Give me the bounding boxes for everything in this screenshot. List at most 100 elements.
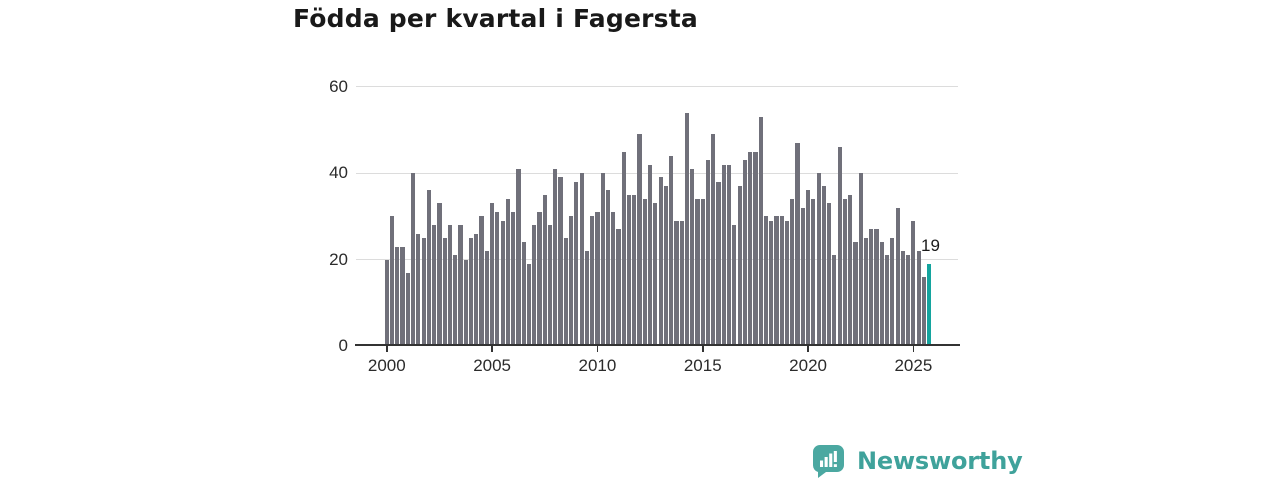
bar: [511, 212, 516, 346]
bar: [453, 255, 458, 346]
bar: [758, 116, 763, 346]
bar: [800, 207, 805, 346]
bar: [632, 194, 637, 346]
bar: [468, 237, 474, 346]
bar: [389, 216, 395, 346]
bar: [505, 199, 510, 346]
bar: [705, 160, 711, 346]
x-axis-line: [355, 344, 960, 346]
bar: [732, 225, 737, 346]
bar: [642, 199, 647, 346]
x-tick-mark: [491, 346, 493, 352]
bar: [674, 220, 679, 346]
bar: [484, 250, 489, 346]
bar: [774, 216, 779, 346]
bar: [900, 250, 905, 346]
bar: [795, 142, 800, 346]
bar: [405, 272, 410, 346]
bar: [663, 186, 668, 346]
bar: [384, 259, 389, 346]
y-tick-label: 0: [338, 336, 348, 355]
bar: [669, 155, 674, 346]
bar: [584, 250, 589, 346]
x-tick-label: 2025: [894, 356, 933, 375]
bar: [637, 134, 642, 346]
bar: [890, 237, 895, 346]
bar: [916, 250, 921, 346]
bar: [653, 203, 658, 346]
y-tick-label: 40: [329, 163, 348, 183]
bar: [763, 216, 769, 346]
chart-title: Födda per kvartal i Fagersta: [293, 4, 698, 33]
grid-line: [356, 172, 958, 174]
bar: [553, 168, 558, 346]
bar: [811, 199, 816, 346]
newsworthy-logo-text: Newsworthy: [857, 447, 1023, 475]
bar: [874, 229, 879, 346]
bar: [827, 203, 832, 346]
bar: [400, 246, 405, 346]
x-tick-label: 2000: [367, 356, 406, 375]
x-tick-mark: [596, 346, 599, 352]
bar: [495, 212, 500, 346]
bar: [526, 263, 532, 346]
bar: [500, 220, 505, 346]
bar: [742, 160, 747, 346]
bar: [547, 225, 553, 346]
bar: [490, 203, 495, 346]
bar: [432, 225, 437, 346]
x-tick-mark: [807, 346, 809, 352]
bar: [853, 242, 858, 346]
bar: [721, 164, 726, 346]
newsworthy-logo: Newsworthy: [812, 444, 1023, 478]
bar: [832, 255, 837, 346]
bar: [700, 199, 705, 346]
bar: [574, 181, 579, 346]
bar: [863, 237, 869, 346]
bar: [611, 212, 616, 346]
bar: [463, 259, 468, 346]
bar: [879, 242, 884, 346]
bar: [784, 220, 790, 346]
highlighted-bar: [927, 263, 932, 346]
bar: [805, 190, 811, 346]
bar: [563, 237, 568, 346]
y-tick-label: 60: [329, 76, 348, 96]
bar: [542, 194, 547, 346]
x-tick-label: 2015: [683, 356, 722, 375]
x-tick-label: 2005: [473, 356, 512, 375]
bar: [695, 199, 700, 346]
bar: [616, 229, 621, 346]
bar: [690, 168, 695, 346]
bar: [442, 237, 447, 346]
bar: [842, 199, 848, 346]
bar: [911, 220, 916, 346]
x-tick-mark: [386, 346, 388, 352]
bar: [726, 164, 732, 346]
bar: [558, 177, 563, 346]
bar: [837, 147, 842, 346]
bar: [532, 225, 537, 346]
bar: [437, 203, 442, 346]
bar: [884, 255, 890, 346]
bar: [416, 233, 421, 346]
grid-line: [356, 86, 958, 88]
x-tick-label: 2020: [789, 356, 827, 375]
bar: [895, 207, 900, 346]
bar: [748, 151, 753, 346]
bar: [711, 134, 716, 346]
bar: [684, 112, 690, 346]
bar: [411, 173, 416, 346]
x-tick-mark: [702, 346, 704, 352]
bar: [579, 173, 584, 346]
bar: [626, 194, 632, 346]
bar: [600, 173, 605, 346]
bar: [921, 276, 927, 346]
highlight-value-label: 19: [921, 236, 940, 255]
bar: [447, 225, 453, 346]
bar: [590, 216, 595, 346]
bar: [737, 186, 742, 346]
bar: [769, 220, 774, 346]
